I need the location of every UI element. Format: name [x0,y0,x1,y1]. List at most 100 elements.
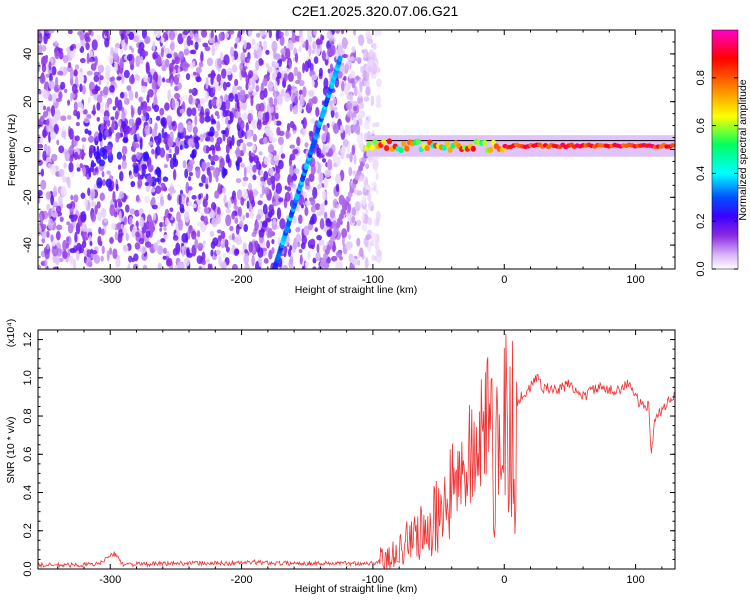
heatmap-cell [314,227,318,233]
heatmap-cell [157,262,162,269]
heatmap-cell [186,107,193,117]
heatmap-band-cell [470,145,476,152]
heatmap-cell [56,139,60,146]
heatmap-cell [177,122,184,134]
heatmap-cell [174,92,181,100]
heatmap-cell [159,196,164,207]
heatmap-cell [75,42,82,50]
heatmap-cell [128,75,135,85]
heatmap-cell [84,198,88,208]
heatmap-cell [212,86,216,94]
heatmap-cell [111,121,115,134]
heatmap-cell [203,132,207,139]
heatmap-cell [38,61,41,73]
heatmap-cell [370,181,377,186]
heatmap-cell [136,75,141,82]
heatmap-cell [149,222,155,234]
heatmap-cell [220,68,227,79]
heatmap-cell [365,234,372,240]
heatmap-cell [60,81,66,90]
heatmap-cell [283,73,288,82]
heatmap-cell [261,120,268,126]
heatmap-cell [361,222,368,232]
heatmap-cell [252,91,258,96]
heatmap-cell [57,70,64,76]
heatmap-cell [138,237,145,245]
colorbar-ticks: 0.0 0.2 0.4 0.6 0.8 [695,70,738,277]
heatmap-cell [268,167,274,176]
heatmap-cell [352,170,357,176]
heatmap-cell [50,131,57,140]
heatmap-cell [187,228,191,240]
snr-y-tick-label: 1.2 [22,332,34,347]
heatmap-cell [183,211,190,223]
heatmap-cell [255,84,260,93]
heatmap-cell [311,74,318,81]
heatmap-cell [100,207,107,219]
heatmap-cell [152,40,156,52]
heatmap-cell [58,145,65,154]
spectrogram-x-tick-label: 100 [626,274,644,286]
heatmap-cell [183,142,190,149]
heatmap-cell [259,90,265,101]
heatmap-cell [275,154,280,166]
heatmap-cell [152,213,157,221]
heatmap-cell [285,129,290,140]
heatmap-cell [71,83,78,94]
heatmap-cell [216,136,223,145]
heatmap-cell [77,31,82,36]
heatmap-cell [262,40,268,51]
heatmap-cell [48,30,55,34]
heatmap-cell [360,65,364,74]
heatmap-cell [104,64,112,74]
heatmap-cell [225,143,230,154]
heatmap-cell [377,30,382,36]
heatmap-cell [367,192,372,202]
heatmap-cell [205,77,209,90]
heatmap-cell [198,193,202,200]
heatmap-cell [131,257,135,263]
heatmap-cell [164,58,170,68]
heatmap-cell [359,81,363,93]
heatmap-cell [96,116,101,122]
heatmap-cell [39,133,44,146]
snr-y-multiplier: (x10⁴) [5,319,17,347]
heatmap-cell [352,116,357,126]
spectrogram-x-tick-label: -200 [231,274,253,286]
heatmap-cell [115,135,120,143]
heatmap-cell [145,105,152,112]
heatmap-cell [94,204,98,215]
heatmap-cell [38,143,44,149]
heatmap-cell [114,61,118,73]
heatmap-cell [328,147,334,157]
heatmap-cell [162,255,168,260]
heatmap-cell [284,191,291,202]
heatmap-cell [179,144,183,151]
heatmap-cell [163,226,167,231]
heatmap-cell [134,91,139,99]
heatmap-cell [140,85,147,94]
heatmap-cell [305,177,310,187]
heatmap-cell [351,216,356,224]
heatmap-band-cell [383,145,390,152]
heatmap-cell [268,249,273,260]
spectrogram-y-tick-label: 20 [22,96,34,108]
heatmap-cell [292,105,298,115]
snr-marks [38,333,675,569]
heatmap-cell [266,240,271,249]
heatmap-cell [361,211,365,223]
heatmap-cell [297,71,302,82]
heatmap-cell [166,251,171,257]
heatmap-cell [198,265,203,269]
heatmap-cell [38,264,41,269]
heatmap-cell [234,110,241,119]
spectrogram-y-label: Frequency (Hz) [6,114,18,186]
heatmap-cell [267,227,273,239]
heatmap-cell [91,39,98,51]
heatmap-cell [69,45,74,51]
heatmap-cell [117,119,122,128]
heatmap-cell [145,221,150,231]
heatmap-cell [229,225,234,232]
heatmap-cell [157,74,162,87]
heatmap-cell [174,145,180,156]
